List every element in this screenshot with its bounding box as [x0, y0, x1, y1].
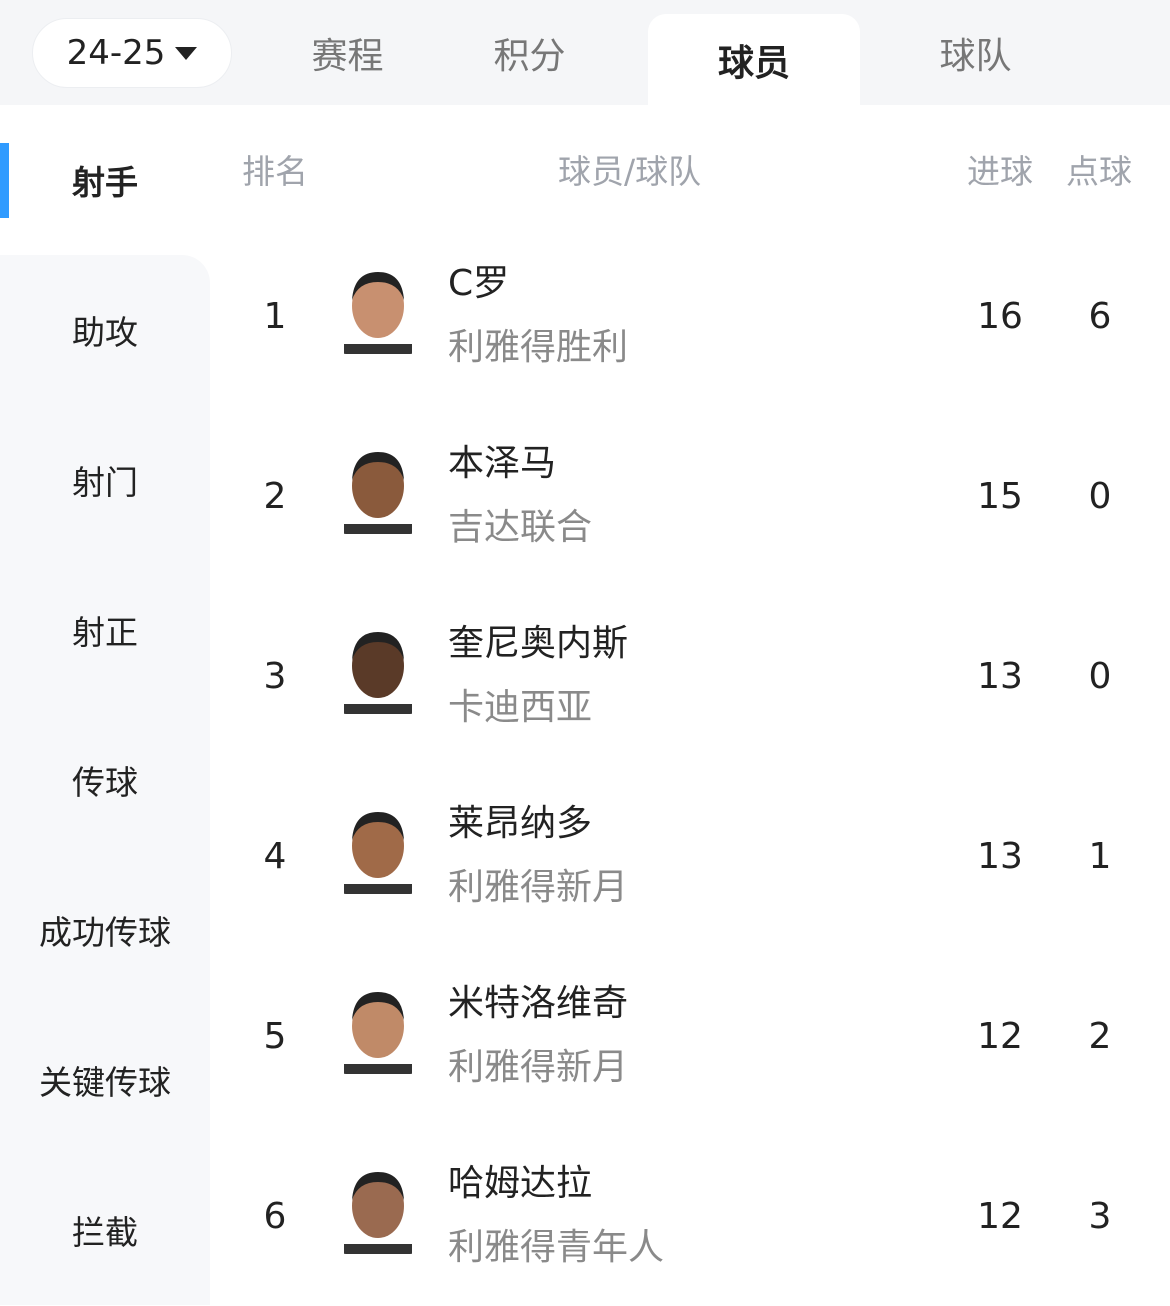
rank: 1 [263, 296, 287, 337]
table-row[interactable]: 5 米特洛维奇 利雅得新月 12 2 [210, 946, 1170, 1126]
rank: 4 [263, 836, 287, 877]
column-header-goals[interactable]: 进球 [967, 152, 1033, 191]
player-avatar [340, 264, 416, 354]
rank: 6 [263, 1196, 287, 1237]
player-avatar [340, 444, 416, 534]
tab-schedule[interactable]: 赛程 [311, 35, 384, 77]
tab-teams[interactable]: 球队 [939, 35, 1012, 77]
player-avatar [340, 624, 416, 714]
penalties-value: 0 [1088, 656, 1112, 697]
active-indicator [0, 143, 9, 218]
penalties-value: 0 [1088, 476, 1112, 517]
goals-value: 12 [977, 1196, 1023, 1237]
sidebar-item-label: 射手 [72, 163, 138, 202]
top-bar: 24-25 赛程 积分 球员 球队 [0, 0, 1170, 105]
sidebar-item-shots-on-target[interactable]: 射正 [0, 555, 210, 705]
player-name[interactable]: 莱昂纳多 [448, 803, 593, 844]
caret-down-icon [175, 46, 198, 60]
sidebar-item-interceptions[interactable]: 拦截 [0, 1155, 210, 1305]
table-row[interactable]: 2 本泽马 吉达联合 15 0 [210, 406, 1170, 586]
goals-value: 16 [977, 296, 1023, 337]
rank: 3 [263, 656, 287, 697]
sidebar-item-assists[interactable]: 助攻 [0, 255, 210, 405]
tab-players[interactable]: 球员 [648, 14, 860, 105]
rank: 2 [263, 476, 287, 517]
team-name[interactable]: 利雅得胜利 [448, 327, 629, 368]
goals-value: 12 [977, 1016, 1023, 1057]
goals-value: 13 [977, 836, 1023, 877]
season-label: 24-25 [66, 33, 166, 73]
table-row[interactable]: 4 莱昂纳多 利雅得新月 13 1 [210, 766, 1170, 946]
team-name[interactable]: 利雅得青年人 [448, 1227, 665, 1268]
player-name[interactable]: 哈姆达拉 [448, 1163, 593, 1204]
table-row[interactable]: 6 哈姆达拉 利雅得青年人 12 3 [210, 1126, 1170, 1306]
sidebar-item-key-passes[interactable]: 关键传球 [0, 1005, 210, 1155]
rank: 5 [263, 1016, 287, 1057]
player-avatar [340, 804, 416, 894]
player-name[interactable]: 米特洛维奇 [448, 983, 629, 1024]
penalties-value: 2 [1088, 1016, 1112, 1057]
stat-sidebar: 射手 助攻 射门 射正 传球 成功传球 关键传球 拦截 [0, 105, 210, 1305]
column-header-rank: 排名 [242, 152, 308, 191]
season-selector[interactable]: 24-25 [32, 18, 232, 88]
team-name[interactable]: 利雅得新月 [448, 1047, 629, 1088]
player-name[interactable]: 本泽马 [448, 443, 557, 484]
player-avatar [340, 984, 416, 1074]
sidebar-item-successful-passes[interactable]: 成功传球 [0, 855, 210, 1005]
penalties-value: 1 [1088, 836, 1112, 877]
player-name[interactable]: 奎尼奥内斯 [448, 623, 629, 664]
sidebar-item-shots[interactable]: 射门 [0, 405, 210, 555]
tab-standings[interactable]: 积分 [493, 35, 566, 77]
table-row[interactable]: 3 奎尼奥内斯 卡迪西亚 13 0 [210, 586, 1170, 766]
player-avatar [340, 1164, 416, 1254]
team-name[interactable]: 利雅得新月 [448, 867, 629, 908]
team-name[interactable]: 卡迪西亚 [448, 687, 593, 728]
penalties-value: 6 [1088, 296, 1112, 337]
goals-value: 15 [977, 476, 1023, 517]
sidebar-item-passes[interactable]: 传球 [0, 705, 210, 855]
team-name[interactable]: 吉达联合 [448, 507, 593, 548]
penalties-value: 3 [1088, 1196, 1112, 1237]
sidebar-item-scorers[interactable]: 射手 [0, 105, 210, 255]
table-row[interactable]: 1 C罗 利雅得胜利 16 6 [210, 226, 1170, 406]
player-name[interactable]: C罗 [448, 263, 510, 304]
goals-value: 13 [977, 656, 1023, 697]
column-header-player-team: 球员/球队 [558, 152, 702, 191]
column-header-penalties[interactable]: 点球 [1066, 152, 1132, 191]
